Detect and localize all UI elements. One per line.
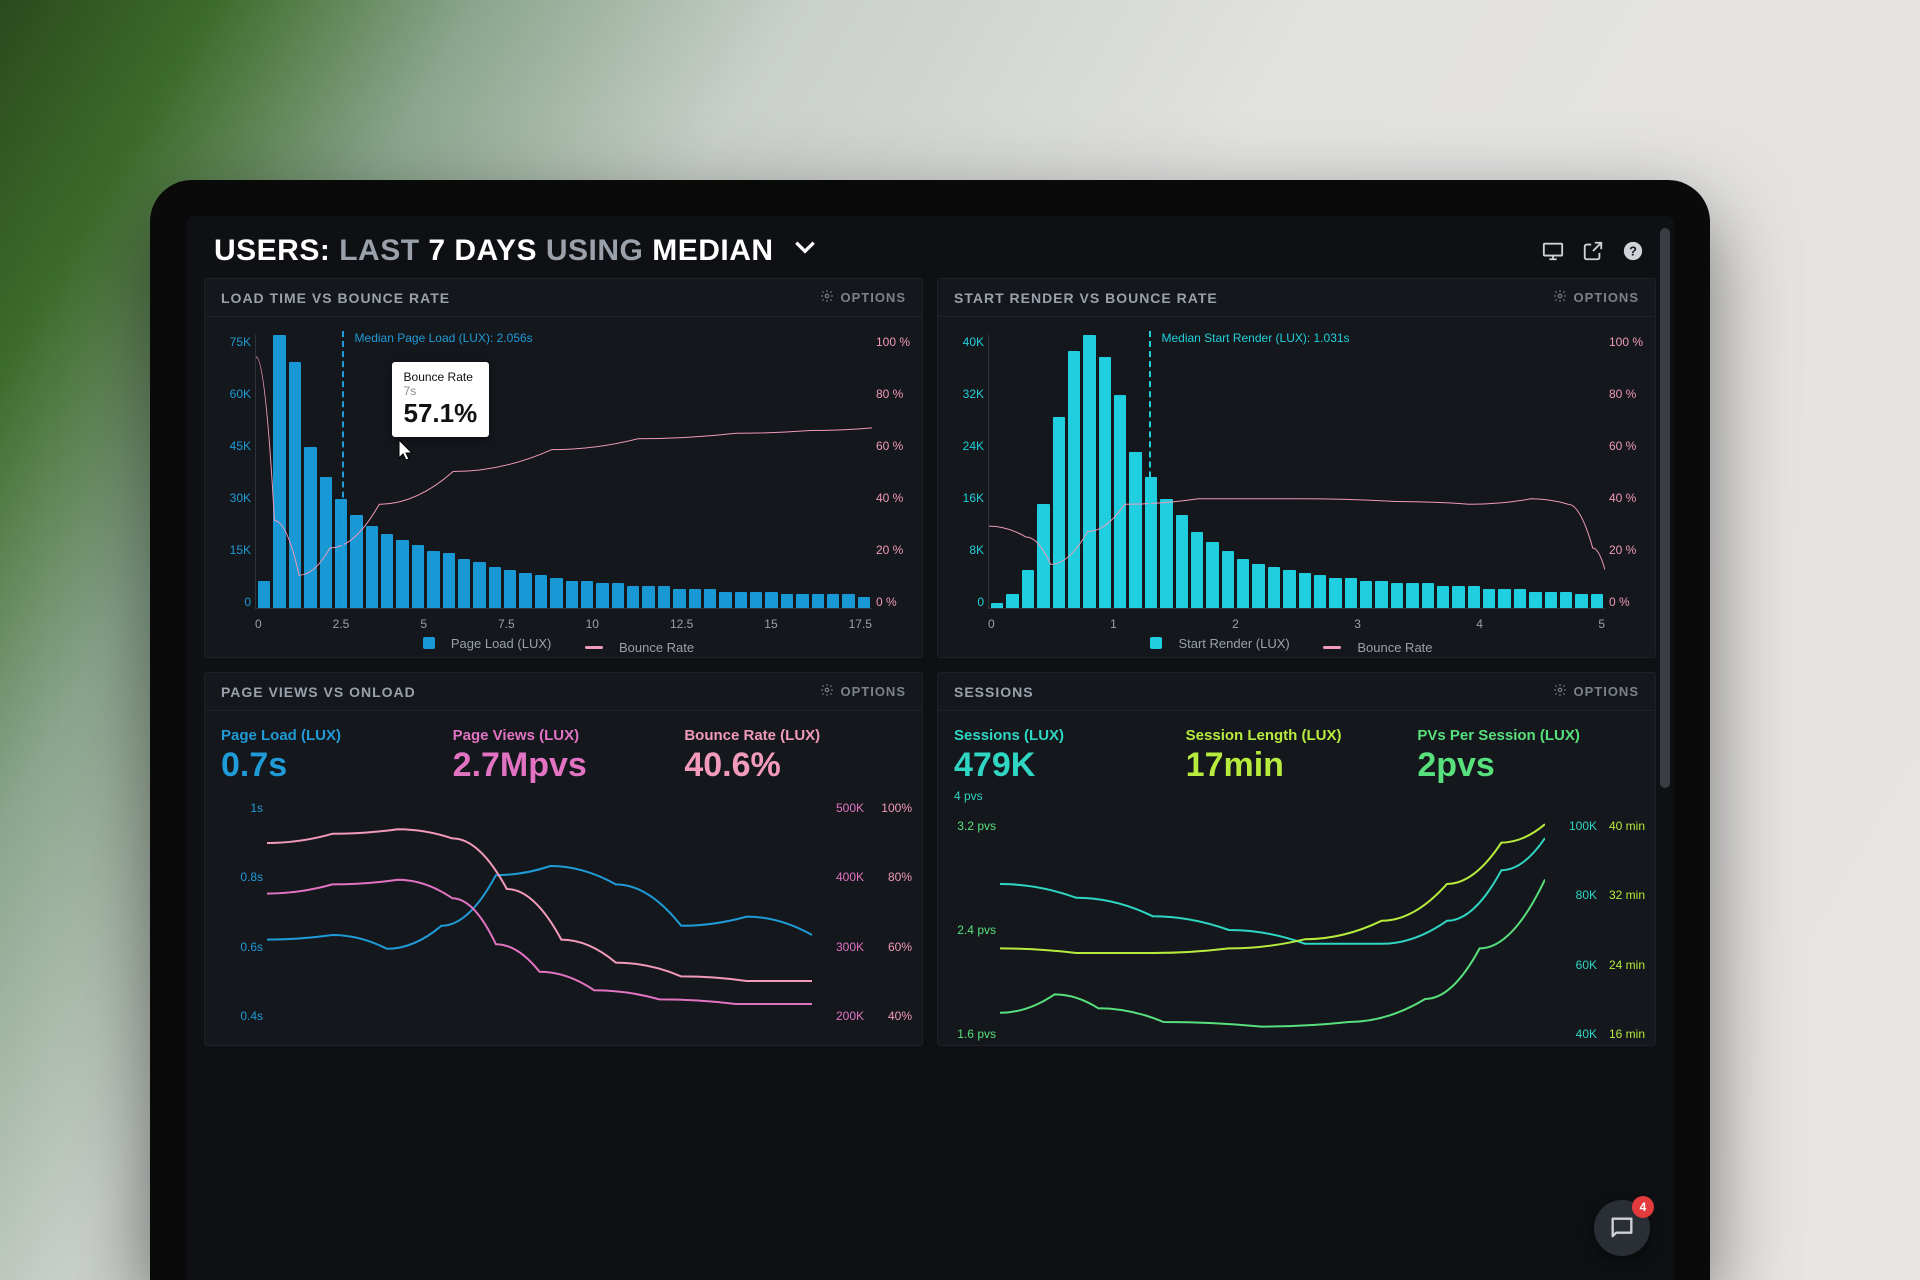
bounce-line bbox=[989, 335, 1605, 608]
help-icon[interactable]: ? bbox=[1620, 238, 1646, 264]
axis-right-1: 100K80K60K40K bbox=[1549, 819, 1597, 1041]
y-axis-left: 75K60K45K30K15K0 bbox=[205, 335, 251, 609]
gear-icon bbox=[1553, 683, 1567, 700]
stat-block: Sessions (LUX) 479K 4 pvs bbox=[954, 727, 1176, 803]
title-dim1: LAST bbox=[339, 234, 419, 267]
median-marker bbox=[1149, 331, 1151, 608]
options-label: OPTIONS bbox=[840, 684, 906, 699]
panel-sessions: SESSIONS OPTIONS Sessions (LUX) 479K 4 p… bbox=[937, 672, 1656, 1046]
hover-tooltip: Bounce Rate 7s 57.1% bbox=[392, 362, 490, 437]
stat-row: Sessions (LUX) 479K 4 pvsSession Length … bbox=[938, 711, 1655, 809]
monitor-icon[interactable] bbox=[1540, 238, 1566, 264]
axis-right-2: 100%80%60%40% bbox=[864, 801, 912, 1023]
plot-area: Median Page Load (LUX): 2.056s Bounce Ra… bbox=[255, 335, 872, 609]
legend-swatch-line bbox=[585, 646, 603, 649]
options-button[interactable]: OPTIONS bbox=[1553, 683, 1639, 700]
tooltip-value: 57.1% bbox=[404, 398, 478, 429]
plot-area: Median Start Render (LUX): 1.031s bbox=[988, 335, 1605, 609]
options-label: OPTIONS bbox=[1573, 684, 1639, 699]
mini-chart: 1s0.8s0.6s0.4s 500K400K300K200K 100%80%6… bbox=[215, 797, 912, 1027]
median-label: Median Start Render (LUX): 1.031s bbox=[1161, 331, 1349, 345]
mini-plot bbox=[267, 797, 812, 1027]
legend-swatch-bars bbox=[423, 637, 435, 649]
options-button[interactable]: OPTIONS bbox=[820, 289, 906, 306]
laptop-bezel: USERS: LAST 7 DAYS USING MEDIAN ? LOAD T… bbox=[150, 180, 1710, 1280]
panel-pageviews-vs-onload: PAGE VIEWS VS ONLOAD OPTIONS Page Load (… bbox=[204, 672, 923, 1046]
axis-right-2: 40 min32 min24 min16 min bbox=[1597, 819, 1645, 1041]
options-label: OPTIONS bbox=[1573, 290, 1639, 305]
mini-plot bbox=[1000, 815, 1545, 1045]
svg-text:?: ? bbox=[1629, 244, 1637, 259]
bounce-line bbox=[256, 335, 872, 608]
axis-left: 1s0.8s0.6s0.4s bbox=[215, 801, 263, 1023]
legend-swatch-bars bbox=[1150, 637, 1162, 649]
panel-title: START RENDER VS BOUNCE RATE bbox=[954, 290, 1218, 306]
chart-a: 75K60K45K30K15K0 100 %80 %60 %40 %20 %0 … bbox=[205, 317, 922, 657]
mini-chart: 3.2 pvs2.4 pvs1.6 pvs 100K80K60K40K 40 m… bbox=[948, 815, 1645, 1045]
legend-bars-label: Start Render (LUX) bbox=[1178, 636, 1289, 651]
panel-load-vs-bounce: LOAD TIME VS BOUNCE RATE OPTIONS 75K60K4… bbox=[204, 278, 923, 658]
tooltip-title: Bounce Rate bbox=[404, 370, 478, 384]
title-metric: MEDIAN bbox=[652, 234, 773, 267]
dashboard-title[interactable]: USERS: LAST 7 DAYS USING MEDIAN bbox=[214, 234, 818, 268]
gear-icon bbox=[820, 683, 834, 700]
options-button[interactable]: OPTIONS bbox=[1553, 289, 1639, 306]
scrollbar[interactable] bbox=[1660, 228, 1670, 788]
panel-start-render-vs-bounce: START RENDER VS BOUNCE RATE OPTIONS 40K3… bbox=[937, 278, 1656, 658]
median-marker bbox=[342, 331, 344, 608]
stat-block: Page Load (LUX) 0.7s bbox=[221, 727, 443, 785]
chat-button[interactable]: 4 bbox=[1594, 1200, 1650, 1256]
axis-left: 3.2 pvs2.4 pvs1.6 pvs bbox=[948, 819, 996, 1041]
cursor-icon bbox=[398, 439, 414, 461]
legend-swatch-line bbox=[1323, 646, 1341, 649]
title-dim2: USING bbox=[546, 234, 644, 267]
title-range: 7 DAYS bbox=[428, 234, 537, 267]
dashboard-header: USERS: LAST 7 DAYS USING MEDIAN ? bbox=[186, 216, 1674, 278]
notification-badge: 4 bbox=[1632, 1196, 1654, 1218]
options-button[interactable]: OPTIONS bbox=[820, 683, 906, 700]
options-label: OPTIONS bbox=[840, 290, 906, 305]
gear-icon bbox=[1553, 289, 1567, 306]
gear-icon bbox=[820, 289, 834, 306]
y-axis-left: 40K32K24K16K8K0 bbox=[938, 335, 984, 609]
header-actions: ? bbox=[1540, 238, 1646, 264]
y-axis-right: 100 %80 %60 %40 %20 %0 % bbox=[876, 335, 922, 609]
panel-title: SESSIONS bbox=[954, 684, 1034, 700]
share-icon[interactable] bbox=[1580, 238, 1606, 264]
chart-legend: Page Load (LUX) Bounce Rate bbox=[205, 630, 922, 656]
stat-row: Page Load (LUX) 0.7s Page Views (LUX) 2.… bbox=[205, 711, 922, 791]
panel-title: LOAD TIME VS BOUNCE RATE bbox=[221, 290, 450, 306]
median-label: Median Page Load (LUX): 2.056s bbox=[355, 331, 533, 345]
tooltip-sub: 7s bbox=[404, 384, 478, 398]
y-axis-right: 100 %80 %60 %40 %20 %0 % bbox=[1609, 335, 1655, 609]
legend-line-label: Bounce Rate bbox=[619, 640, 694, 655]
stat-block: Bounce Rate (LUX) 40.6% bbox=[684, 727, 906, 785]
chart-legend: Start Render (LUX) Bounce Rate bbox=[938, 630, 1655, 656]
legend-bars-label: Page Load (LUX) bbox=[451, 636, 551, 651]
dashboard-screen: USERS: LAST 7 DAYS USING MEDIAN ? LOAD T… bbox=[186, 216, 1674, 1280]
chart-b: 40K32K24K16K8K0 100 %80 %60 %40 %20 %0 %… bbox=[938, 317, 1655, 657]
stat-block: PVs Per Session (LUX) 2pvs bbox=[1417, 727, 1639, 803]
axis-right-1: 500K400K300K200K bbox=[816, 801, 864, 1023]
chevron-down-icon[interactable] bbox=[792, 234, 818, 268]
panel-title: PAGE VIEWS VS ONLOAD bbox=[221, 684, 416, 700]
stat-block: Page Views (LUX) 2.7Mpvs bbox=[453, 727, 675, 785]
legend-line-label: Bounce Rate bbox=[1357, 640, 1432, 655]
title-prefix: USERS: bbox=[214, 234, 330, 267]
stat-block: Session Length (LUX) 17min bbox=[1186, 727, 1408, 803]
panel-grid: LOAD TIME VS BOUNCE RATE OPTIONS 75K60K4… bbox=[186, 278, 1674, 1046]
